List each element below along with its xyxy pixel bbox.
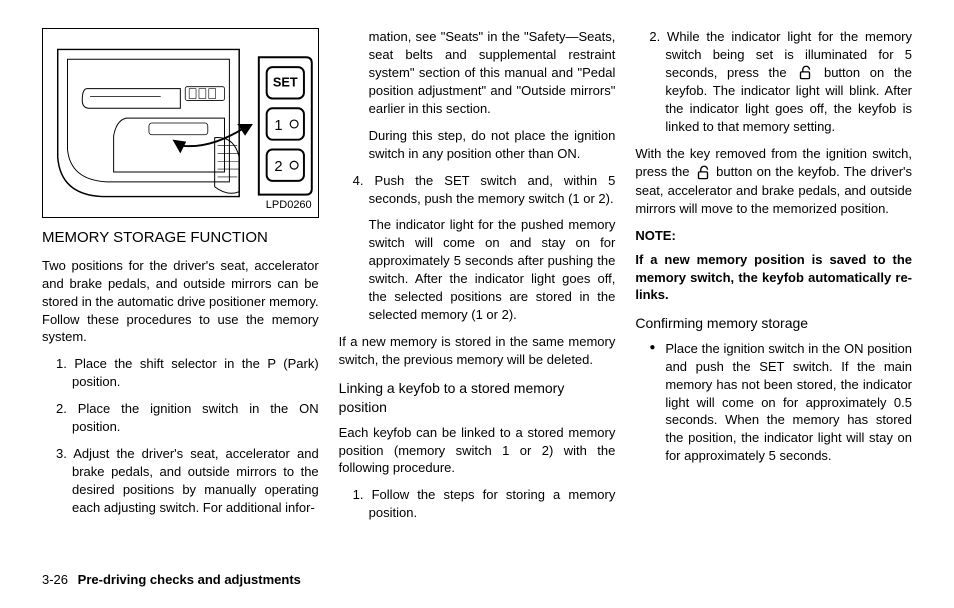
step3-note: During this step, do not place the ignit… [339,127,616,163]
linking-intro: Each keyfob can be linked to a stored me… [339,424,616,478]
note-label: NOTE: [635,227,912,245]
footer-title: Pre-driving checks and adjustments [78,572,301,587]
step4-note: The indicator light for the pushed memor… [339,216,616,324]
unlock-icon [796,64,814,82]
linking-step-2: 2. While the indicator light for the mem… [635,28,912,136]
door-panel-illustration: SET 1 2 [43,29,318,217]
step3-continuation: mation, see "Seats" in the "Safety—Seats… [339,28,616,118]
linking-heading: Linking a keyfob to a stored memory posi… [339,379,616,418]
step-2: 2. Place the ignition switch in the ON p… [42,400,319,436]
step-4: 4. Push the SET switch and, within 5 sec… [339,172,616,208]
linking-step-1: 1. Follow the steps for storing a memory… [339,486,616,522]
step-3: 3. Adjust the driver's seat, accelerator… [42,445,319,517]
confirm-bullet: Place the ignition switch in the ON posi… [635,340,912,466]
memory-deleted-para: If a new memory is stored in the same me… [339,333,616,369]
confirming-heading: Confirming memory storage [635,314,912,333]
unlock-icon [694,164,712,182]
svg-text:1: 1 [274,118,282,134]
memory-storage-heading: MEMORY STORAGE FUNCTION [42,228,319,249]
note-text: If a new memory position is saved to the… [635,251,912,305]
memory-switch-diagram: SET 1 2 LPD0260 [42,28,319,218]
step-1: 1. Place the shift selector in the P (Pa… [42,355,319,391]
with-key-removed: With the key removed from the ignition s… [635,145,912,217]
memory-intro-para: Two positions for the driver's seat, acc… [42,257,319,347]
svg-text:SET: SET [273,75,298,90]
svg-text:2: 2 [274,159,282,175]
page-number: 3-26 [42,572,68,587]
figure-label: LPD0260 [266,198,312,213]
page-footer: 3-26 Pre-driving checks and adjustments [42,571,912,589]
